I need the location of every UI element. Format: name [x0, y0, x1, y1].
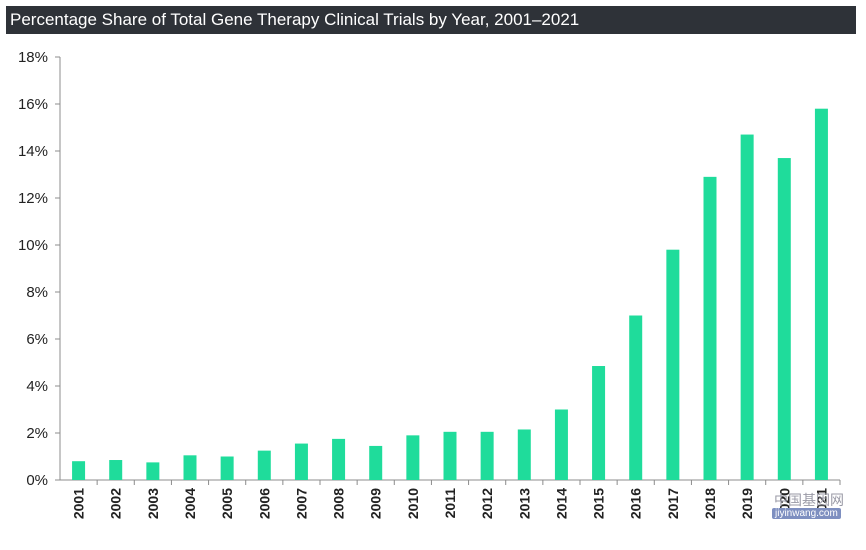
y-tick-label: 14% [18, 143, 48, 160]
x-tick-label: 2003 [145, 488, 161, 519]
bar [369, 445, 383, 480]
bar [554, 409, 568, 480]
y-tick-label: 16% [18, 96, 48, 113]
x-tick-label: 2005 [219, 488, 235, 519]
x-tick-label: 2007 [293, 488, 309, 519]
x-tick-label: 2006 [256, 488, 272, 519]
bar [294, 443, 308, 480]
y-tick-label: 18% [18, 49, 48, 66]
watermark-url-text: jiyinwang.com [772, 508, 841, 519]
x-tick-label: 2008 [331, 488, 347, 519]
y-tick-label: 4% [26, 378, 48, 395]
bar [814, 108, 828, 480]
x-tick-label: 2001 [71, 488, 87, 519]
bar [777, 158, 791, 481]
x-tick-label: 2013 [516, 488, 532, 519]
bar [146, 462, 160, 481]
bar [517, 429, 531, 480]
x-tick-label: 2017 [665, 488, 681, 519]
y-tick-label: 6% [26, 331, 48, 348]
bar [72, 461, 86, 480]
bar-chart: 0% 2% 4% 6% 8% 10% 12% 14% 16% 18% 2001 2002 2003 200… [18, 49, 841, 519]
bar [332, 438, 346, 481]
x-tick-label: 2014 [553, 488, 569, 519]
x-tick-label: 2002 [108, 488, 124, 519]
y-tick-label: 8% [26, 284, 48, 301]
x-tick-label: 2011 [442, 488, 458, 519]
y-tick-label: 0% [26, 472, 48, 489]
watermark-cn-text: 中国基因网 [774, 493, 844, 509]
x-tick-label: 2018 [702, 488, 718, 519]
bar [703, 176, 717, 480]
x-tick-label: 2016 [628, 488, 644, 519]
bar [740, 134, 754, 481]
bar [629, 315, 643, 480]
bar [406, 435, 420, 480]
watermark-logo: 中国基因网 jiyinwang.com [748, 488, 856, 528]
bar [480, 431, 494, 480]
bar [592, 366, 606, 480]
bar [183, 455, 197, 480]
x-tick-label: 2004 [182, 488, 198, 519]
chart-area: 0% 2% 4% 6% 8% 10% 12% 14% 16% 18% 2001 2002 2003 200… [0, 40, 866, 545]
x-tick-label: 2012 [479, 488, 495, 519]
x-tick-label: 2015 [591, 488, 607, 519]
bar [443, 431, 457, 480]
bar [257, 450, 271, 481]
bar [220, 456, 234, 480]
x-tick-label: 2010 [405, 488, 421, 519]
x-tick-label: 2019 [739, 488, 755, 519]
bar [109, 460, 123, 480]
chart-title: Percentage Share of Total Gene Therapy C… [6, 6, 856, 34]
bar [666, 249, 680, 480]
x-tick-label: 2009 [368, 488, 384, 519]
y-tick-label: 2% [26, 425, 48, 442]
y-tick-label: 12% [18, 190, 48, 207]
y-tick-label: 10% [18, 237, 48, 254]
